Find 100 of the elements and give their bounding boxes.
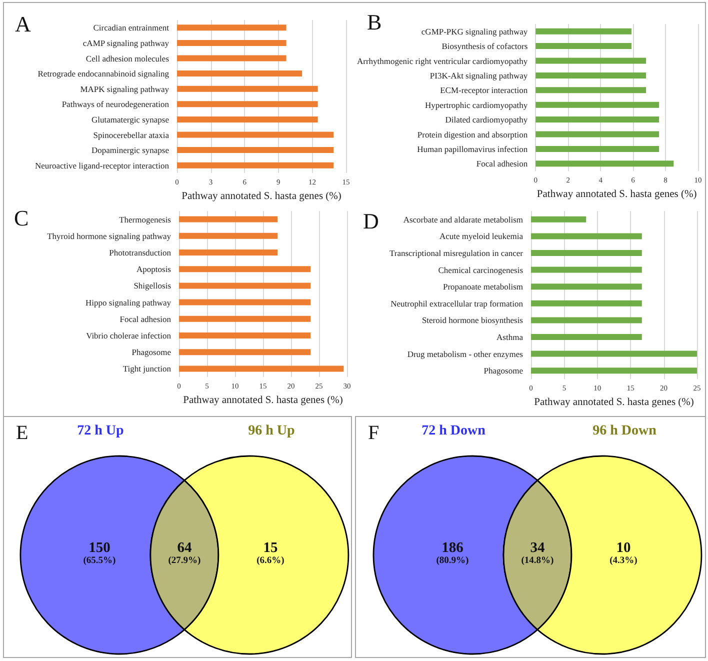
text: F [368, 422, 380, 444]
y-tick-label: Hippo signaling pathway [86, 297, 172, 308]
y-tick-label: Thermogenesis [119, 214, 171, 224]
text: 10 [616, 540, 631, 556]
y-tick-label: Steroid hormone biosynthesis [422, 315, 523, 326]
bar [536, 43, 632, 50]
bar [177, 162, 334, 168]
text: 72 h Down [422, 424, 486, 438]
bar [177, 24, 286, 31]
text: 15 [263, 540, 278, 556]
text: (6.6%) [256, 556, 284, 566]
text: 96 h Down [592, 424, 657, 438]
y-tick-label: Spinocerebellar ataxia [93, 130, 170, 140]
chart-title: C [14, 206, 29, 230]
bar [531, 284, 642, 290]
bar [179, 349, 311, 356]
y-tick-label: PI3K-Akt signaling pathway [430, 70, 528, 80]
y-tick-label: cAMP signaling pathway [82, 38, 170, 48]
text: (80.9%) [436, 556, 469, 566]
text: 72 h Up [77, 424, 124, 438]
bar [536, 131, 660, 138]
bar [177, 55, 286, 62]
bar [177, 86, 318, 92]
y-tick-label: Glutamatergic synapse [91, 114, 170, 124]
bar [179, 250, 278, 256]
y-tick-label: Biosynthesis of cofactors [442, 41, 528, 52]
y-tick-label: Shigellosis [134, 280, 171, 291]
text: (4.3%) [610, 556, 638, 566]
bar [177, 132, 334, 138]
y-tick-label: Neuroactive ligand-receptor interaction [34, 160, 170, 170]
x-axis-title: Pathway annotated S. hasta genes (%) [534, 396, 694, 408]
y-tick-label: Phagosome [484, 366, 524, 376]
y-tick-label: Dopaminergic synapse [91, 145, 170, 156]
bar [179, 316, 311, 322]
y-tick-label: Protein digestion and absorption [417, 129, 528, 140]
y-tick-label: Focal adhesion [120, 314, 172, 324]
y-tick-label: Neutrophil extracellular trap formation [390, 298, 524, 308]
text: 186 [442, 540, 464, 556]
bar [179, 216, 278, 222]
bar [536, 28, 632, 34]
bar [177, 101, 318, 108]
bar [531, 266, 642, 273]
y-tick-label: Circadian entrainment [93, 22, 170, 33]
y-tick-label: cGMP-PKG signaling pathway [421, 26, 528, 36]
chart-title: B [367, 10, 382, 34]
y-tick-label: Asthma [496, 332, 524, 342]
text: E [16, 422, 28, 444]
y-tick-label: Arrhythmogenic right ventricular cardiomyopathy [357, 56, 528, 66]
y-tick-label: ECM-receptor interaction [440, 85, 528, 96]
text: 150 [88, 540, 110, 556]
bar [536, 72, 646, 78]
bar [536, 160, 674, 167]
bar [177, 40, 286, 46]
text: 64 [177, 540, 192, 556]
y-tick-label: Phagosome [132, 347, 172, 358]
y-tick-label: Drug metabolism - other enzymes [407, 348, 523, 359]
y-tick-label: MAPK signaling pathway [80, 84, 170, 94]
text: 34 [530, 540, 545, 556]
bar [531, 317, 642, 324]
y-tick-label: Acute myeloid leukemia [439, 231, 524, 242]
bar [531, 368, 697, 374]
bar [536, 58, 646, 64]
y-tick-label: Vibrio cholerae infection [86, 330, 172, 340]
bar [531, 300, 642, 306]
y-tick-label: Apoptosis [136, 264, 171, 274]
y-tick-label: Pathways of neurodegeneration [62, 99, 170, 110]
bar [177, 116, 318, 122]
y-tick-label: Phototransduction [109, 248, 172, 258]
bar [179, 332, 311, 338]
bar [179, 232, 278, 239]
text: (65.5%) [83, 556, 116, 566]
y-tick-label: Dilated cardiomyopathy [445, 114, 528, 125]
bar [536, 116, 660, 123]
x-axis-title: Pathway annotated S. hasta genes (%) [182, 190, 342, 202]
bar [531, 233, 642, 240]
bar [531, 216, 586, 222]
bar [531, 250, 642, 256]
bar [536, 87, 646, 94]
y-tick-label: Transcriptional misregulation in cancer [389, 248, 524, 258]
y-tick-label: Ascorbate and aldarate metabolism [403, 214, 524, 224]
y-tick-label: Focal adhesion [476, 158, 528, 169]
bar [179, 366, 344, 372]
x-axis-title: Pathway annotated S. hasta genes (%) [536, 188, 698, 200]
y-tick-label: Retrograde endocannabinoid signaling [38, 68, 170, 79]
chart-title: A [15, 12, 31, 36]
bar [179, 282, 311, 289]
bar [179, 299, 311, 306]
bar [536, 102, 660, 108]
x-axis-title: Pathway annotated S. hasta genes (%) [183, 394, 344, 406]
y-tick-label: Tight junction [122, 364, 172, 374]
y-tick-label: Human papillomavirus infection [417, 144, 528, 154]
bar [177, 147, 334, 154]
bar [531, 350, 697, 357]
bar [179, 266, 311, 272]
chart-title: D [363, 208, 379, 234]
y-tick-label: Chemical carcinogenesis [438, 264, 523, 275]
text: 96 h Up [248, 424, 295, 438]
bar [536, 146, 660, 152]
y-tick-label: Thyroid hormone signaling pathway [47, 230, 172, 241]
bar [177, 70, 302, 77]
